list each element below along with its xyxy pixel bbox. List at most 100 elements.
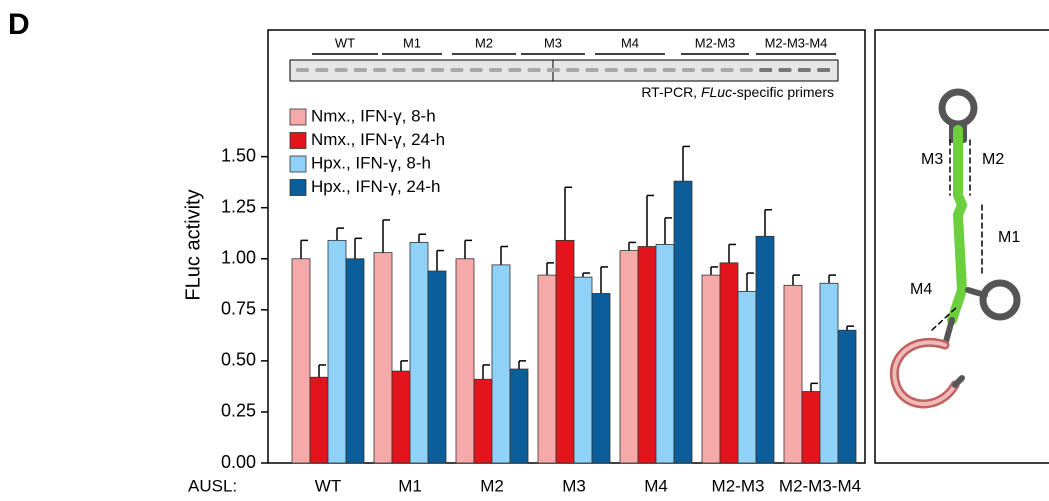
diagram-label: M3 [921,151,943,168]
bar [555,239,575,464]
bar [327,239,347,464]
bar [409,242,429,464]
gel-band [469,68,483,72]
legend-swatch [289,155,307,173]
gel-band [720,68,734,72]
bar [673,180,693,464]
x-tick-label: WT [315,476,341,495]
gel-band [334,68,348,72]
gel-band [797,68,811,72]
gel-lane-label: M4 [621,35,639,50]
gel-band [296,68,309,72]
panel-letter: D [8,8,30,41]
gel-band [739,68,753,72]
stem-end [952,375,965,388]
gel-caption-part: RT-PCR, [641,84,701,100]
gel-band [315,68,329,72]
gel-band [624,68,638,72]
y-axis-label: FLuc activity [182,189,204,300]
gel-caption-part: FLuc [701,84,732,100]
bar [619,250,639,464]
gel-band [411,68,425,72]
bar [801,391,821,464]
bar [509,368,529,464]
bar [309,376,329,464]
gel-lane-label: M2-M3-M4 [765,35,828,50]
bar [637,246,657,464]
bar [655,244,675,464]
hairpin-diagram: M3 M2 M1 M4 [889,88,1021,409]
y-tick-label: 0.50 [221,350,256,370]
x-prefix: AUSL: [188,476,237,495]
gel-lane-label: M1 [403,35,421,50]
gel-band [373,68,387,72]
gel-image [289,59,839,82]
x-tick-label: M4 [644,476,668,495]
bar [373,252,393,464]
diagram-label: M4 [910,281,932,298]
legend-label: Hpx., IFN-γ, 8-h [311,153,431,172]
gel-band [353,68,367,72]
stem-green [947,125,968,325]
gel-band [566,68,580,72]
stem-gray-lower [942,287,988,348]
gel-band [392,68,406,72]
gel-band [778,68,792,72]
legend-swatch [289,179,307,196]
loop-right [979,279,1021,321]
y-tick-label: 0.25 [221,401,256,421]
diagram-frame [874,29,1049,464]
stem-gray [949,121,967,143]
legend-label: Hpx., IFN-γ, 24-h [311,177,440,196]
gel-caption-part: -specific primers [732,84,834,100]
gel-band [489,68,502,72]
gel-caption: RT-PCR, FLuc-specific primers [641,84,834,100]
gel-band [682,68,695,72]
y-tick-label: 1.50 [221,145,256,165]
bar [819,282,839,464]
bar [701,274,721,464]
mutation-marker [931,139,983,331]
bar [291,258,311,464]
loop-top [938,88,978,128]
gel-band [817,68,831,72]
y-tick-label: 0.00 [221,452,256,472]
bar [455,258,475,464]
loop-pink-inner [892,340,957,406]
bar [573,276,593,464]
x-tick-label: M2-M3 [712,476,765,495]
bar [537,274,557,464]
bar [591,293,611,464]
gel-band [759,68,773,72]
gel-band [508,68,522,72]
gel-band [662,68,676,72]
bar [391,370,411,464]
bar [755,235,775,464]
gel-lane-label: M3 [544,35,562,50]
gel-band [527,68,541,72]
y-tick-label: 1.00 [221,248,256,268]
gel-band [701,68,715,72]
y-tick-label: 0.75 [221,299,256,319]
gel-band [585,68,599,72]
gel-band [643,68,657,72]
x-tick-label: M2 [480,476,504,495]
gel-lane-label: M2 [475,35,493,50]
gel-lane-label: M2-M3 [695,35,735,50]
bar [719,262,739,464]
bar [783,284,803,464]
diagram-label: M2 [982,151,1004,168]
gel-band [431,68,445,72]
x-tick-label: M1 [398,476,422,495]
x-tick-label: M2-M3-M4 [779,476,861,495]
gel-band [546,68,560,72]
bar [345,258,365,464]
gel-band [450,68,464,72]
y-tick-label: 1.25 [221,196,256,216]
bar [427,270,447,464]
bar [737,291,757,464]
legend-swatch [289,132,307,149]
legend-swatch [289,108,307,126]
legend-label: Nmx., IFN-γ, 24-h [311,130,445,149]
